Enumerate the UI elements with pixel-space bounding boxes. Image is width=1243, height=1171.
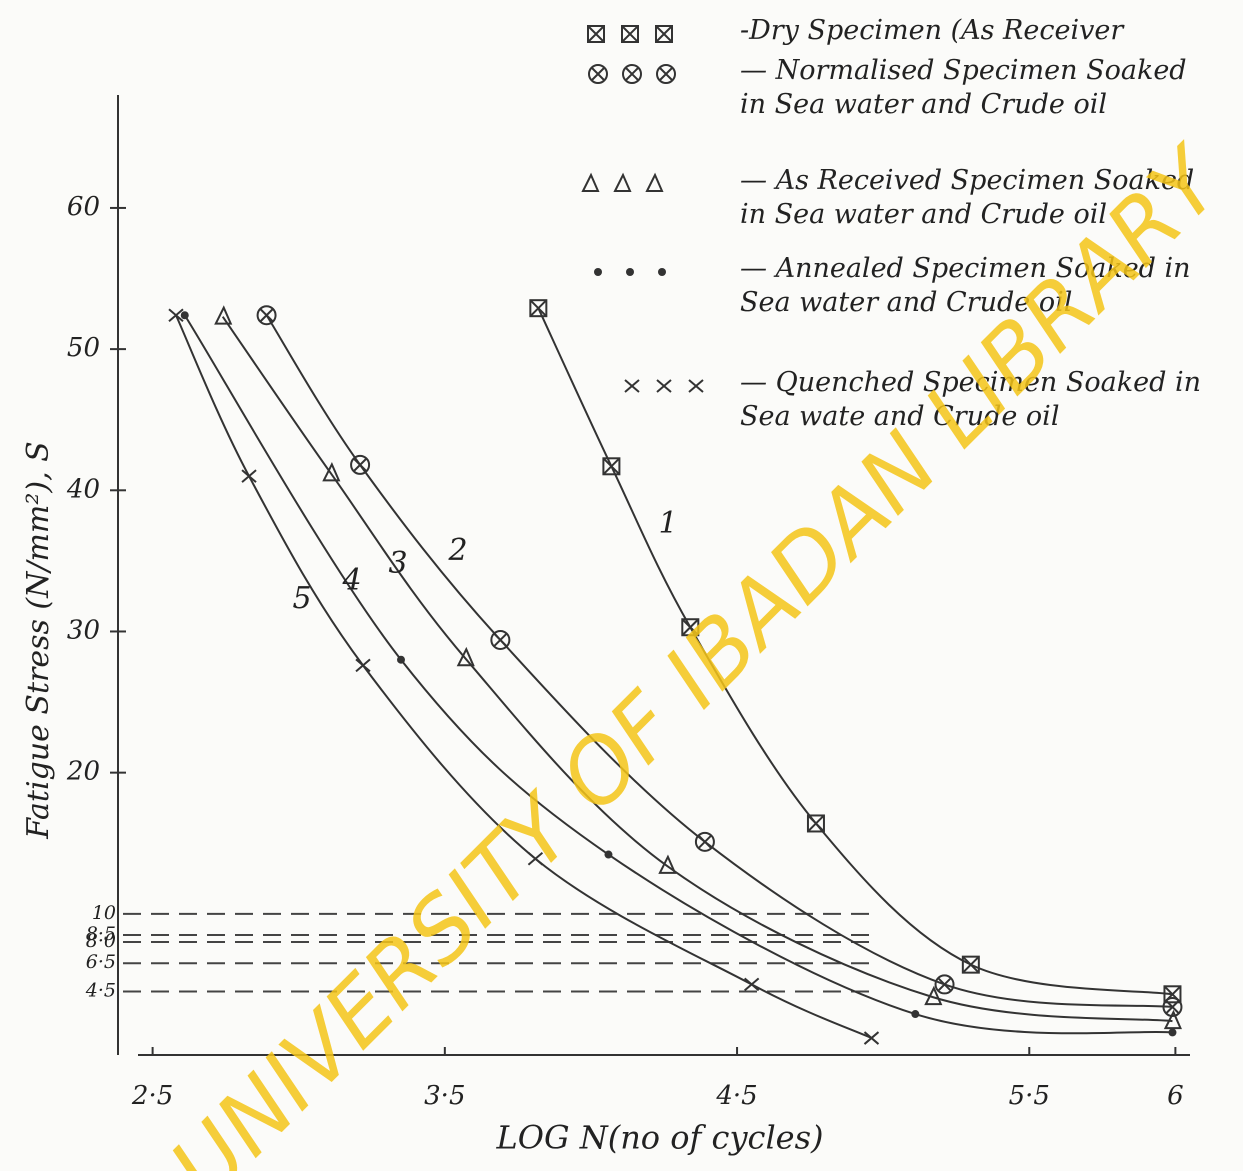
legend-marker — [615, 175, 630, 191]
point — [911, 1010, 919, 1018]
marker-shape — [657, 380, 671, 392]
legend-marker — [622, 26, 638, 42]
marker-shape — [528, 853, 542, 865]
marker-shape — [699, 836, 711, 848]
marker-shape — [808, 815, 824, 831]
marker-shape — [656, 26, 672, 42]
marker-shape — [1168, 1028, 1176, 1036]
marker-shape — [682, 619, 698, 635]
point — [936, 975, 954, 993]
legend-marker — [647, 175, 662, 191]
marker-shape — [181, 311, 189, 319]
legend-marker — [583, 175, 598, 191]
point — [1168, 1028, 1176, 1036]
marker-shape — [261, 309, 273, 321]
marker-shape — [494, 634, 506, 646]
point — [258, 306, 276, 324]
marker-shape — [647, 175, 662, 191]
legend-entry: -Dry Specimen (As Receiver — [740, 14, 1210, 48]
point — [604, 851, 612, 859]
point — [530, 300, 546, 316]
marker-shape — [658, 268, 666, 276]
y-tick-label: 50 — [67, 333, 100, 363]
marker-shape — [604, 851, 612, 859]
y-tick-label: 20 — [66, 757, 100, 787]
point — [528, 853, 542, 865]
y-tick-label: 30 — [67, 615, 100, 645]
marker-shape — [745, 978, 759, 990]
x-tick-label: 5·5 — [1009, 1081, 1050, 1111]
marker-shape — [625, 380, 639, 392]
marker-shape — [615, 175, 630, 191]
legend-marker — [623, 65, 641, 83]
legend-marker — [657, 65, 675, 83]
curve-label: 1 — [658, 506, 677, 541]
legend-marker — [589, 65, 607, 83]
y-tick-label: 60 — [67, 192, 100, 222]
marker-shape — [397, 656, 405, 664]
point — [808, 815, 824, 831]
page: LOG N(no of cycles) Fatigue Stress (N/mm… — [0, 0, 1243, 1171]
marker-shape — [354, 459, 366, 471]
marker-shape — [594, 268, 602, 276]
y-tick-label: 10 — [92, 902, 116, 924]
curve-label: 2 — [447, 533, 467, 568]
legend-marker — [594, 268, 602, 276]
marker-shape — [592, 68, 604, 80]
x-tick-label: 3·5 — [424, 1081, 465, 1111]
curve-label: 3 — [388, 546, 407, 581]
point — [745, 978, 759, 990]
y-tick-label: 6·5 — [86, 951, 116, 973]
marker-shape — [622, 26, 638, 42]
legend-entry: — Normalised Specimen Soaked in Sea wate… — [740, 54, 1210, 122]
marker-shape — [583, 175, 598, 191]
point — [356, 659, 370, 671]
marker-shape — [911, 1010, 919, 1018]
legend-marker — [626, 268, 634, 276]
point — [351, 456, 369, 474]
marker-shape — [626, 268, 634, 276]
point — [216, 308, 231, 324]
legend-marker — [657, 380, 671, 392]
legend-marker — [658, 268, 666, 276]
marker-shape — [939, 978, 951, 990]
curve-label: 5 — [292, 581, 311, 616]
point — [696, 833, 714, 851]
point — [864, 1032, 878, 1044]
x-tick-label: 4·5 — [715, 1081, 757, 1111]
marker-shape — [963, 957, 979, 973]
marker-shape — [588, 26, 604, 42]
point — [181, 311, 189, 319]
x-axis-title: LOG N(no of cycles) — [495, 1119, 823, 1157]
legend-marker — [689, 380, 703, 392]
marker-shape — [626, 68, 638, 80]
y-axis-title: Fatigue Stress (N/mm²), S — [21, 441, 56, 839]
x-tick-label: 6 — [1167, 1081, 1184, 1111]
y-tick-label: 40 — [66, 474, 100, 504]
marker-shape — [216, 308, 231, 324]
marker-shape — [356, 659, 370, 671]
legend-marker — [625, 380, 639, 392]
point — [963, 957, 979, 973]
y-tick-label: 8·0 — [86, 930, 116, 952]
x-tick-label: 2·5 — [131, 1081, 173, 1111]
point — [682, 619, 698, 635]
legend-marker — [588, 26, 604, 42]
legend-entry: — Quenched Specimen Soaked in Sea wate a… — [740, 366, 1210, 434]
point — [491, 631, 509, 649]
y-tick-label: 4·5 — [85, 979, 116, 1001]
point — [603, 458, 619, 474]
marker-shape — [603, 458, 619, 474]
marker-shape — [689, 380, 703, 392]
legend-marker — [656, 26, 672, 42]
point — [242, 470, 256, 482]
marker-shape — [660, 68, 672, 80]
marker-shape — [864, 1032, 878, 1044]
marker-shape — [530, 300, 546, 316]
curve-label: 4 — [341, 563, 361, 598]
point — [397, 656, 405, 664]
legend-entry: — As Received Specimen Soaked in Sea wat… — [740, 164, 1210, 232]
legend-entry: — Annealed Specimen Soaked in Sea water … — [740, 252, 1210, 320]
marker-shape — [242, 470, 256, 482]
